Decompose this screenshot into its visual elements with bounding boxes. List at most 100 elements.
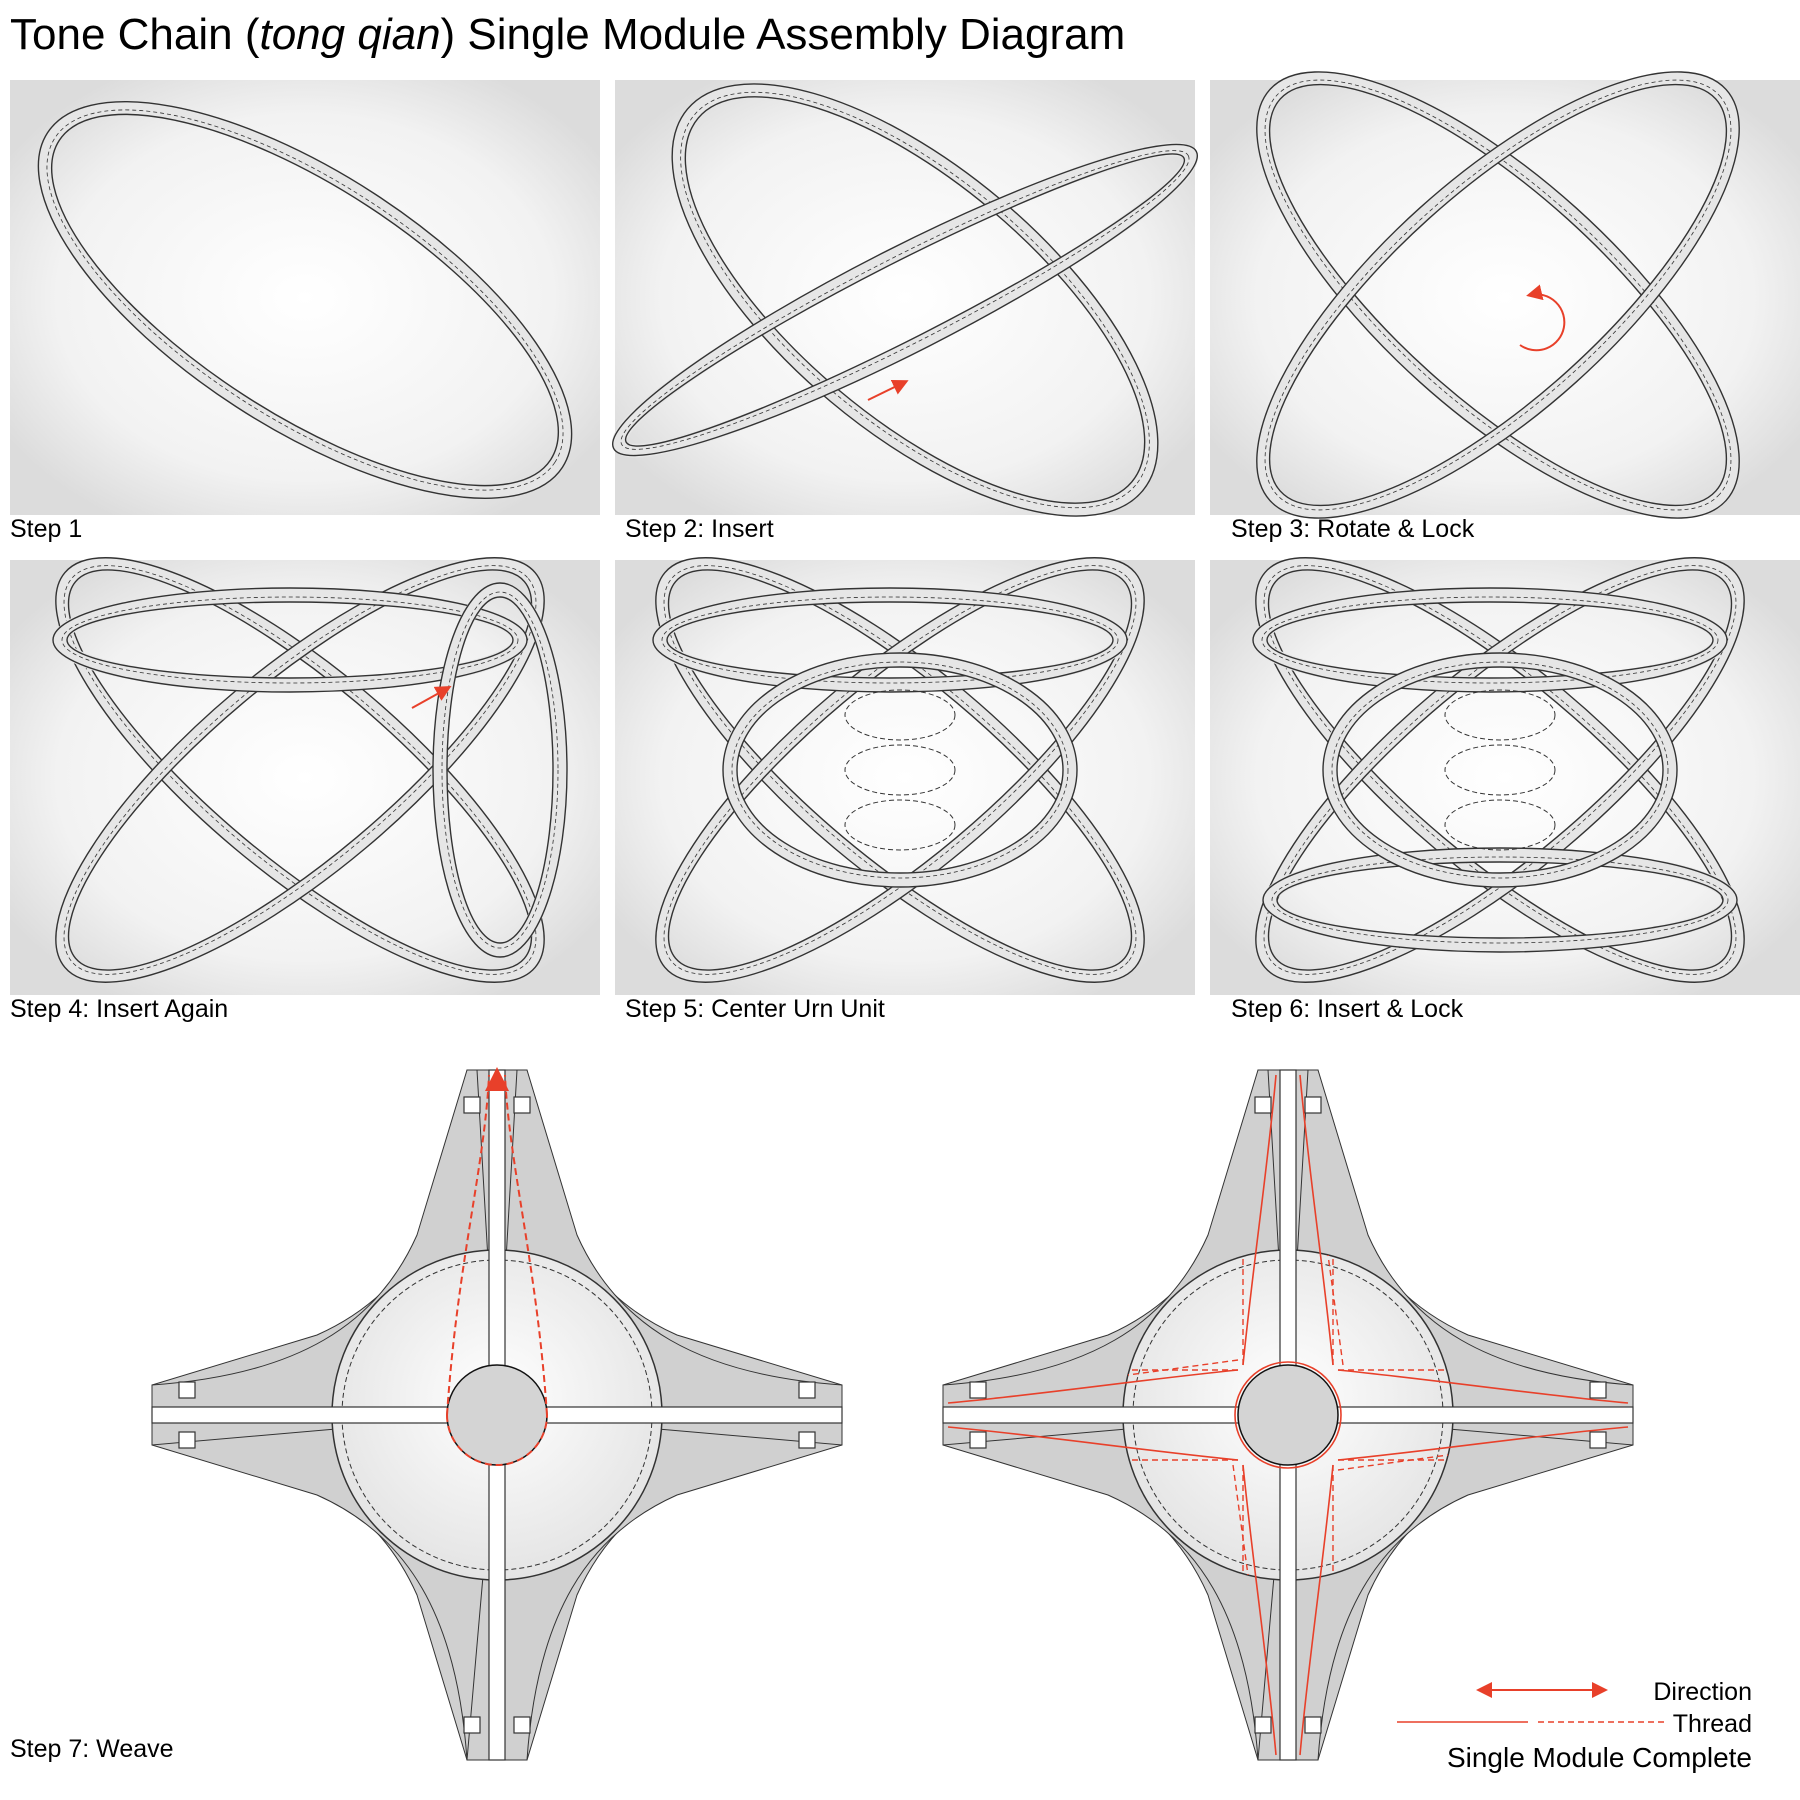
step-3-ring-a-band [1256, 71, 1740, 519]
step-5-ring-a [655, 556, 1145, 984]
step-6-ring-bottom-inner-edge [1276, 861, 1724, 939]
step-6-urn-top [1444, 689, 1556, 741]
step-5-urn-mid [844, 744, 956, 796]
step-5-ring-b-inner-edge [667, 569, 1133, 971]
step-6-ring-top-band [1253, 588, 1727, 692]
step-4-ring-a-inner-edge [67, 569, 533, 971]
step-7-complete-peg-3 [1304, 1716, 1322, 1734]
step-7-complete-thread-dashed-0 [1127, 1255, 1334, 1376]
step-1-ring-inner-edge [50, 113, 560, 487]
step-6-ring-a-hidden-edge [1263, 565, 1737, 975]
step-6-ring-bottom [1262, 847, 1738, 953]
step-7-weave-peg-1 [513, 1096, 531, 1114]
step-6-ring-b-inner-edge [1267, 569, 1733, 971]
step-5-ring-b-outer-edge [655, 557, 1145, 983]
step-7-weave-peg-5 [178, 1431, 196, 1449]
step-1-background [10, 80, 600, 515]
step-7-weave-peg-4 [178, 1381, 196, 1399]
step-4-ring-b [55, 556, 545, 984]
legend-complete: Single Module Complete [1446, 1742, 1752, 1773]
step-6-urn-mid [1444, 744, 1556, 796]
step-7-complete-thread-solid-0 [1242, 1074, 1334, 1366]
step-5-ring-b-band [655, 556, 1145, 984]
step-7-complete-peg-1 [1304, 1096, 1322, 1114]
step-4-ring-top-outer-edge [52, 587, 528, 693]
step-7-complete-peg-7 [1589, 1431, 1607, 1449]
step-7-weave-peg-3 [513, 1716, 531, 1734]
step-5-ring-b-hidden-edge [663, 565, 1137, 975]
step-6-ring-top-outer-edge [1252, 587, 1728, 693]
step-3-ring-a-inner-edge [1268, 83, 1728, 507]
page-title: Tone Chain (tong qian) Single Module Ass… [10, 10, 1126, 59]
step-7-complete-thread-ring [1234, 1361, 1342, 1469]
step-4-label: Step 4: Insert Again [10, 995, 229, 1023]
step-1-ring-outer-edge [37, 101, 573, 499]
step-4-ring-top-inner-edge [66, 601, 514, 679]
step-7-complete [942, 1069, 1634, 1761]
step-7-complete-thread-solid-1 [1337, 1369, 1629, 1461]
step-7-complete-urn [1237, 1364, 1339, 1466]
step-5-ring-a-band [655, 556, 1145, 984]
step-6-label: Step 6: Insert & Lock [1231, 995, 1464, 1023]
step-6-urn-disc-outer-edge [1322, 652, 1678, 888]
step-3-ring-b [1256, 71, 1740, 519]
step-4-ring-b-inner-edge [67, 569, 533, 971]
step-1-ring [37, 101, 573, 499]
step-4-ring-insert-outer-edge [432, 582, 568, 958]
step-7-complete-peg-0 [1254, 1096, 1272, 1114]
step-5-ring-a-outer-edge [655, 557, 1145, 983]
step-5-ring-top-hidden-edge [661, 596, 1119, 684]
step-4-ring-insert-band [433, 583, 567, 957]
step-6-urn-disc-inner-edge [1336, 666, 1664, 874]
legend-thread: Thread [1672, 1710, 1752, 1738]
step-4-ring-a-band [55, 556, 545, 984]
step-4-ring-a [55, 556, 545, 984]
step-7-complete-peg-5 [969, 1431, 987, 1449]
step-7-weave-peg-0 [463, 1096, 481, 1114]
step-6-ring-top-inner-edge [1266, 601, 1714, 679]
step-2-ring-b-outer-edge [611, 143, 1199, 457]
step-6-urn-disc-band [1323, 653, 1677, 887]
step-7-weave-peg-6 [798, 1381, 816, 1399]
step-7-complete-peg-2 [1254, 1716, 1272, 1734]
step-7-complete-peg-4 [969, 1381, 987, 1399]
step-5-urn-disc-inner-edge [736, 666, 1064, 874]
step-6-ring-top [1252, 587, 1728, 693]
step-3-ring-b-inner-edge [1268, 83, 1728, 507]
step-5-urn-bottom [844, 799, 956, 851]
step-3-ring-a-outer-edge [1256, 71, 1740, 519]
step-7-complete-thread-dashed-2 [1242, 1454, 1449, 1575]
step-2-ring-b [611, 142, 1199, 458]
step-4-ring-a-hidden-edge [63, 565, 537, 975]
step-3-ring-b-hidden-edge [1264, 79, 1732, 511]
step-3-label: Step 3: Rotate & Lock [1231, 515, 1475, 543]
step-7-weave-thread-dashed [446, 1074, 548, 1466]
step-6-ring-top-hidden-edge [1261, 596, 1719, 684]
step-6-ring-b-hidden-edge [1263, 565, 1737, 975]
step-5-background [615, 560, 1195, 995]
step-4-background [10, 560, 600, 995]
step-3-ring-b-outer-edge [1256, 71, 1740, 519]
step-7-complete-thread-solid-2 [1242, 1464, 1334, 1756]
step-6-ring-bottom-outer-edge [1262, 847, 1738, 953]
step-7-weave-peg-7 [798, 1431, 816, 1449]
step-6-urn-disc-hidden-edge [1331, 661, 1669, 879]
step-5-urn-top [844, 689, 956, 741]
step-2-insert-arrow [867, 380, 909, 401]
step-7-complete-thread-solid-3 [947, 1369, 1239, 1461]
step-4-ring-insert [432, 582, 568, 958]
step-4-ring-insert-hidden-edge [441, 591, 559, 949]
step-4-ring-b-hidden-edge [63, 565, 537, 975]
step-5-urn-disc-outer-edge [722, 652, 1078, 888]
step-3-ring-b-band [1256, 71, 1740, 519]
step-6-ring-a [1255, 556, 1745, 984]
step-5-ring-a-inner-edge [667, 569, 1133, 971]
step-1-ring-hidden-edge [46, 109, 564, 491]
step-1-label: Step 1 [10, 515, 83, 543]
step-4-ring-b-outer-edge [55, 557, 545, 983]
step-7-weave [151, 1067, 843, 1761]
step-2-ring-b-band [612, 142, 1198, 458]
step-4-ring-top-band [53, 588, 527, 692]
step-4-ring-top [52, 587, 528, 693]
